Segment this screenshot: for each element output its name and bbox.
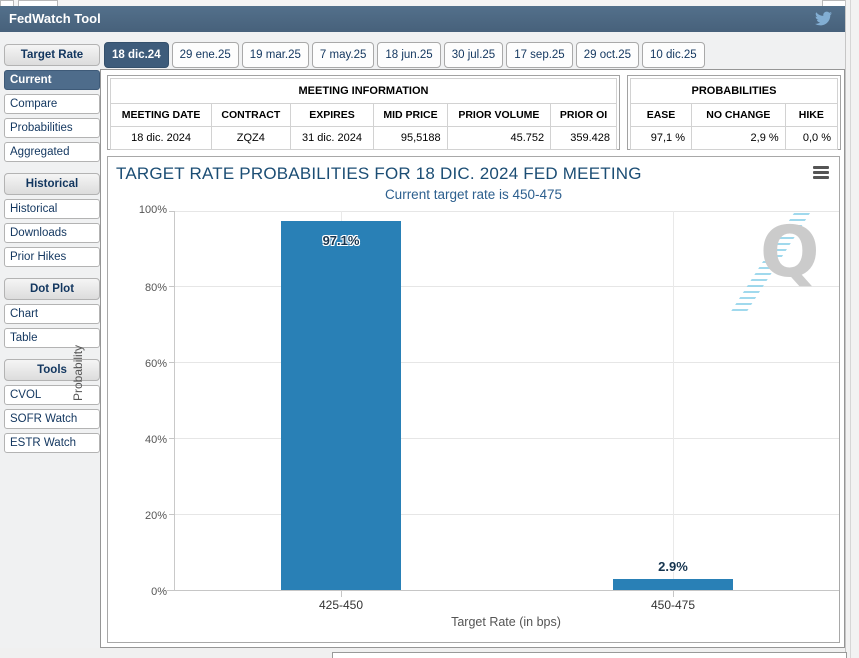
prior-oi-value: 359.428 (550, 126, 617, 150)
y-tick-label: 60% (144, 358, 167, 370)
col-contract: CONTRACT (211, 103, 291, 127)
y-axis-title: Probability (71, 344, 85, 401)
no-change-value: 2,9 % (691, 126, 786, 150)
sidebar-group-target-rate: Target Rate Current Compare Probabilitie… (4, 44, 100, 162)
x-tick (341, 591, 342, 597)
col-prior-volume: PRIOR VOLUME (446, 103, 552, 127)
sidebar-group-dot-plot: Dot Plot Chart Table (4, 278, 100, 348)
sidebar-item-current[interactable]: Current (4, 70, 100, 90)
sidebar-group-header-historical: Historical (4, 173, 100, 195)
probabilities-table: PROBABILITIES EASE NO CHANGE HIKE 97,1 %… (627, 75, 841, 150)
tab-30-jul-25[interactable]: 30 jul.25 (443, 42, 504, 68)
bar-value-label: 2.9% (658, 558, 688, 574)
x-axis-line (167, 590, 839, 591)
col-meeting-date: MEETING DATE (109, 103, 213, 127)
x-axis-title: Target Rate (in bps) (451, 615, 561, 629)
sidebar-item-table[interactable]: Table (4, 328, 100, 348)
sidebar-item-probabilities[interactable]: Probabilities (4, 118, 100, 138)
tab-29-oct-25[interactable]: 29 oct.25 (575, 42, 640, 68)
content-panel: MEETING INFORMATION MEETING DATE CONTRAC… (71, 69, 845, 648)
app-header: FedWatch Tool (0, 6, 845, 32)
x-tick (673, 591, 674, 597)
sidebar-item-chart[interactable]: Chart (4, 304, 100, 324)
sidebar-group-header-tools: Tools (4, 359, 100, 381)
col-no-change: NO CHANGE (691, 103, 786, 127)
chart-subtitle: Current target rate is 450-475 (384, 187, 563, 202)
col-expires: EXPIRES (289, 103, 375, 127)
tab-18-jun-25[interactable]: 18 jun.25 (377, 42, 441, 68)
tab-18-dic-24[interactable]: 18 dic.24 (104, 42, 169, 68)
quikstrike-watermark-logo: Q (760, 211, 820, 293)
sidebar-item-sofr-watch[interactable]: SOFR Watch (4, 409, 100, 429)
twitter-icon[interactable] (814, 10, 833, 27)
y-tick (169, 438, 175, 439)
y-tick-label: 20% (144, 510, 167, 522)
col-mid-price: MID PRICE (373, 103, 448, 127)
y-tick (169, 362, 175, 363)
y-tick (169, 286, 175, 287)
right-gutter (845, 0, 859, 658)
tab-19-mar-25[interactable]: 19 mar.25 (241, 42, 309, 68)
y-tick (169, 514, 175, 515)
col-prior-oi: PRIOR OI (550, 103, 617, 127)
chart-panel: TARGET RATE PROBABILITIES FOR 18 DIC. 20… (71, 156, 840, 643)
chart-bar (281, 221, 401, 590)
gridline-60 (175, 362, 839, 363)
clipped-element-fragment (332, 652, 847, 658)
prior-volume-value: 45.752 (446, 126, 552, 150)
contract-value: ZQZ4 (211, 126, 291, 150)
tab-7-may-25[interactable]: 7 may.25 (311, 42, 375, 68)
ease-value: 97,1 % (629, 126, 693, 150)
sidebar-group-historical: Historical Historical Downloads Prior Hi… (4, 173, 100, 267)
sidebar-item-compare[interactable]: Compare (4, 94, 100, 114)
app-title: FedWatch Tool (9, 11, 101, 26)
clipped-bottom-strip (0, 648, 847, 658)
gridline-20 (175, 514, 839, 515)
tab-10-dic-25[interactable]: 10 dic.25 (642, 42, 705, 68)
chart-title: TARGET RATE PROBABILITIES FOR 18 DIC. 20… (116, 164, 642, 183)
sidebar-item-aggregated[interactable]: Aggregated (4, 142, 100, 162)
meeting-date-tabs: 18 dic.24 29 ene.25 19 mar.25 7 may.25 1… (104, 42, 705, 68)
meeting-information-row: 18 dic. 2024 ZQZ4 31 dic. 2024 95,5188 4… (109, 126, 617, 150)
sidebar-group-header-target-rate: Target Rate (4, 44, 100, 66)
col-ease: EASE (629, 103, 693, 127)
y-tick (169, 211, 175, 212)
chart-bar (613, 578, 733, 590)
y-tick-label: 40% (144, 434, 167, 446)
probabilities-title: PROBABILITIES (630, 78, 838, 104)
gridline-80 (175, 286, 839, 287)
plot-area: 0% 20% 40% 60% 80% 100% Q 97.1% 2.9% 425… (139, 204, 839, 612)
x-gridline-cat2 (673, 211, 674, 591)
sidebar: Target Rate Current Compare Probabilitie… (4, 44, 100, 464)
y-tick-label: 100% (138, 204, 167, 216)
sidebar-item-prior-hikes[interactable]: Prior Hikes (4, 247, 100, 267)
sidebar-group-tools: Tools CVOL SOFR Watch ESTR Watch (4, 359, 100, 453)
y-tick-label: 0% (151, 586, 167, 598)
probabilities-row: 97,1 % 2,9 % 0,0 % (629, 126, 839, 150)
sidebar-item-downloads[interactable]: Downloads (4, 223, 100, 243)
gridline-100 (175, 211, 839, 212)
gridline-40 (175, 438, 839, 439)
meeting-information-title: MEETING INFORMATION (110, 78, 617, 104)
bar-value-label: 97.1% (322, 233, 360, 249)
col-hike: HIKE (784, 103, 839, 127)
x-category-label: 450-475 (650, 598, 696, 612)
tab-29-ene-25[interactable]: 29 ene.25 (171, 42, 239, 68)
sidebar-item-estr-watch[interactable]: ESTR Watch (4, 433, 100, 453)
hike-value: 0,0 % (784, 126, 839, 150)
meeting-information-table: MEETING INFORMATION MEETING DATE CONTRAC… (107, 75, 620, 150)
y-tick-label: 80% (144, 282, 167, 294)
expires-value: 31 dic. 2024 (289, 126, 375, 150)
chart-context-menu-icon[interactable] (813, 166, 829, 180)
mid-price-value: 95,5188 (373, 126, 448, 150)
sidebar-group-header-dot-plot: Dot Plot (4, 278, 100, 300)
y-tick (169, 590, 175, 591)
sidebar-item-historical[interactable]: Historical (4, 199, 100, 219)
meeting-date-value: 18 dic. 2024 (109, 126, 213, 150)
tab-17-sep-25[interactable]: 17 sep.25 (506, 42, 573, 68)
x-category-label: 425-450 (318, 598, 364, 612)
sidebar-item-cvol[interactable]: CVOL (4, 385, 100, 405)
